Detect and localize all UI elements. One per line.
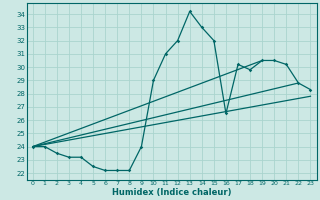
X-axis label: Humidex (Indice chaleur): Humidex (Indice chaleur) bbox=[112, 188, 231, 197]
